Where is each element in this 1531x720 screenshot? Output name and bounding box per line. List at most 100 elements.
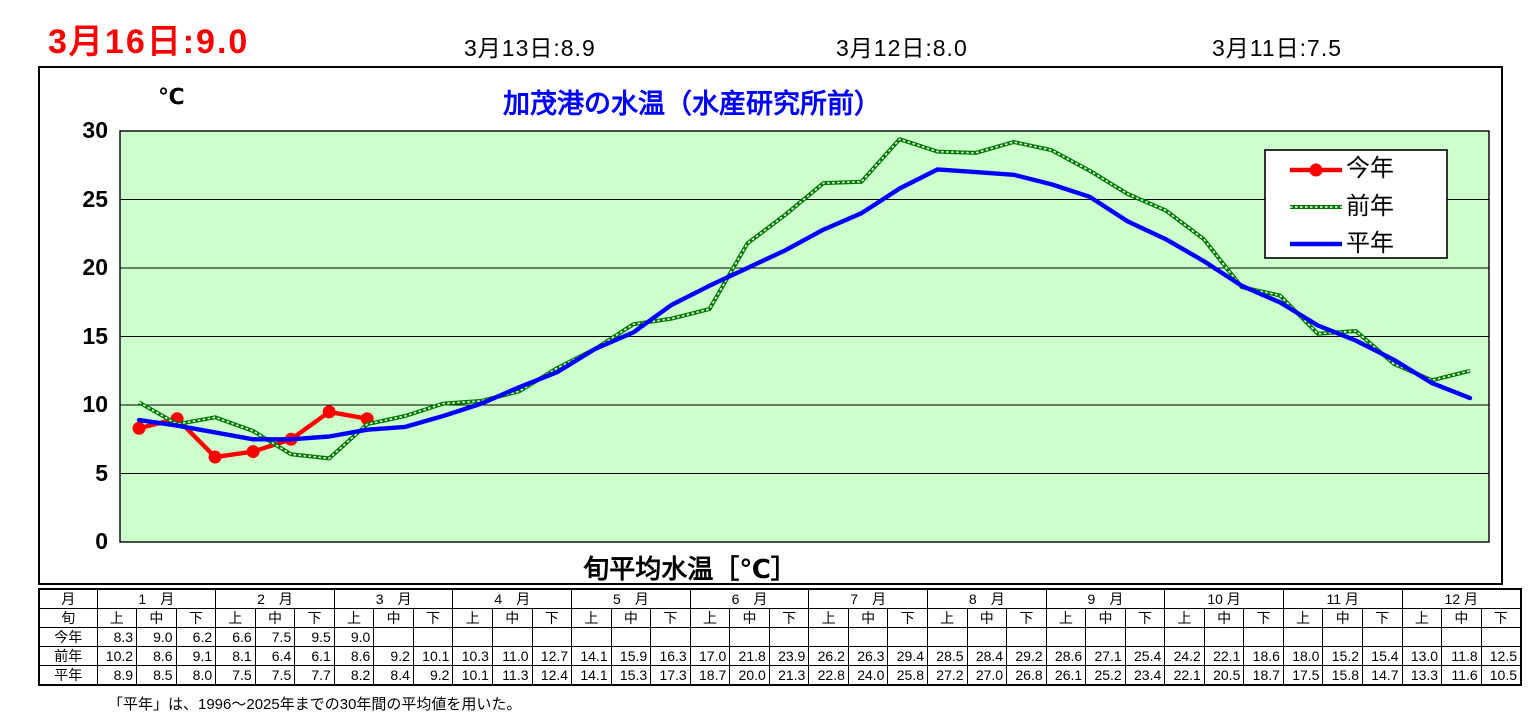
period-cell: 下 bbox=[1243, 608, 1284, 628]
period-cell: 上 bbox=[215, 608, 256, 628]
period-cell: 下 bbox=[1124, 608, 1166, 628]
header-reading-2: 3月12日:8.0 bbox=[836, 35, 968, 61]
period-cell: 下 bbox=[531, 608, 573, 628]
value-cell bbox=[887, 627, 928, 647]
value-cell: 28.4 bbox=[966, 646, 1008, 666]
period-cell: 中 bbox=[729, 608, 770, 628]
marker-this-year bbox=[132, 421, 146, 435]
y-tick-label: 15 bbox=[82, 322, 108, 349]
table-row-今年: 今年 8.3 9.0 6.2 6.6 7.5 9.5 9.0 bbox=[38, 627, 1522, 647]
period-cell: 中 bbox=[373, 608, 414, 628]
value-cell: 18.0 bbox=[1282, 646, 1324, 666]
period-cell: 上 bbox=[1164, 608, 1205, 628]
value-cell: 18.7 bbox=[689, 665, 731, 686]
value-cell bbox=[1401, 627, 1443, 647]
month-cell: 1 月 bbox=[96, 588, 217, 609]
period-cell: 上 bbox=[96, 608, 138, 628]
series-line-last-year-texture bbox=[138, 138, 1471, 460]
value-cell: 6.1 bbox=[294, 646, 335, 666]
value-cell: 27.1 bbox=[1085, 646, 1126, 666]
period-cell: 中 bbox=[1203, 608, 1245, 628]
value-cell: 15.2 bbox=[1322, 646, 1363, 666]
period-header-label: 旬 bbox=[38, 608, 98, 628]
value-cell: 6.2 bbox=[175, 627, 217, 647]
value-cell bbox=[1124, 627, 1166, 647]
value-cell bbox=[610, 627, 652, 647]
period-cell: 下 bbox=[650, 608, 691, 628]
period-cell: 下 bbox=[1362, 608, 1403, 628]
value-cell bbox=[1045, 627, 1087, 647]
value-cell bbox=[1441, 627, 1482, 647]
header-current-reading: 3月16日:9.0 bbox=[48, 23, 250, 61]
value-cell: 20.0 bbox=[729, 665, 770, 686]
value-cell bbox=[926, 627, 968, 647]
legend-marker-this-year bbox=[1309, 163, 1323, 177]
value-cell bbox=[373, 627, 414, 647]
period-cell: 中 bbox=[1085, 608, 1126, 628]
period-cell: 中 bbox=[847, 608, 889, 628]
value-cell: 12.5 bbox=[1480, 646, 1522, 666]
value-cell: 18.6 bbox=[1243, 646, 1284, 666]
period-cell: 上 bbox=[689, 608, 731, 628]
month-cell: 6 月 bbox=[689, 588, 810, 609]
month-cell: 2 月 bbox=[215, 588, 335, 609]
value-cell: 24.2 bbox=[1164, 646, 1205, 666]
value-cell: 22.1 bbox=[1203, 646, 1245, 666]
value-cell: 17.3 bbox=[650, 665, 691, 686]
value-cell: 15.9 bbox=[610, 646, 652, 666]
value-cell: 22.1 bbox=[1164, 665, 1205, 686]
period-cell: 下 bbox=[768, 608, 810, 628]
value-cell: 8.9 bbox=[96, 665, 138, 686]
period-cell: 中 bbox=[610, 608, 652, 628]
value-cell: 14.1 bbox=[571, 665, 612, 686]
period-cell: 中 bbox=[1322, 608, 1363, 628]
period-cell: 下 bbox=[887, 608, 928, 628]
value-cell: 15.3 bbox=[610, 665, 652, 686]
value-cell bbox=[768, 627, 810, 647]
value-cell: 26.2 bbox=[808, 646, 849, 666]
value-cell bbox=[689, 627, 731, 647]
value-cell bbox=[729, 627, 770, 647]
y-tick-label: 10 bbox=[82, 391, 108, 417]
value-cell: 10.3 bbox=[452, 646, 493, 666]
value-cell: 11.6 bbox=[1441, 665, 1482, 686]
value-cell: 8.4 bbox=[373, 665, 414, 686]
value-cell: 28.6 bbox=[1045, 646, 1087, 666]
value-cell: 8.2 bbox=[333, 665, 375, 686]
y-tick-label: 5 bbox=[95, 459, 108, 486]
table-row-periods: 旬上中下上中下上中下上中下上中下上中下上中下上中下上中下上中下上中下上中下 bbox=[38, 608, 1522, 628]
value-cell bbox=[1203, 627, 1245, 647]
period-cell: 中 bbox=[1441, 608, 1482, 628]
y-tick-label: 0 bbox=[95, 528, 108, 554]
chart-frame bbox=[38, 66, 1503, 585]
value-cell: 14.1 bbox=[571, 646, 612, 666]
value-cell bbox=[650, 627, 691, 647]
period-cell: 下 bbox=[412, 608, 454, 628]
value-cell: 11.8 bbox=[1441, 646, 1482, 666]
value-cell bbox=[571, 627, 612, 647]
value-cell bbox=[847, 627, 889, 647]
value-cell: 9.2 bbox=[373, 646, 414, 666]
month-cell: 8 月 bbox=[926, 588, 1047, 609]
value-cell bbox=[531, 627, 573, 647]
value-cell: 15.4 bbox=[1362, 646, 1403, 666]
period-cell: 下 bbox=[175, 608, 217, 628]
value-cell: 22.8 bbox=[808, 665, 849, 686]
value-cell: 27.2 bbox=[926, 665, 968, 686]
y-tick-label: 30 bbox=[82, 117, 108, 143]
value-cell: 12.4 bbox=[531, 665, 573, 686]
value-cell: 23.4 bbox=[1124, 665, 1166, 686]
value-cell bbox=[491, 627, 533, 647]
value-cell bbox=[1085, 627, 1126, 647]
value-cell: 8.0 bbox=[175, 665, 217, 686]
month-cell: 5 月 bbox=[571, 588, 691, 609]
month-cell: 12 月 bbox=[1401, 588, 1522, 609]
value-cell: 7.5 bbox=[254, 627, 296, 647]
value-cell bbox=[966, 627, 1008, 647]
value-cell: 25.4 bbox=[1124, 646, 1166, 666]
table-row-前年: 前年 10.2 8.6 9.1 8.1 6.4 6.1 8.6 9.2 10.1 10.3 11.0 1… bbox=[38, 646, 1522, 666]
value-cell bbox=[412, 627, 454, 647]
